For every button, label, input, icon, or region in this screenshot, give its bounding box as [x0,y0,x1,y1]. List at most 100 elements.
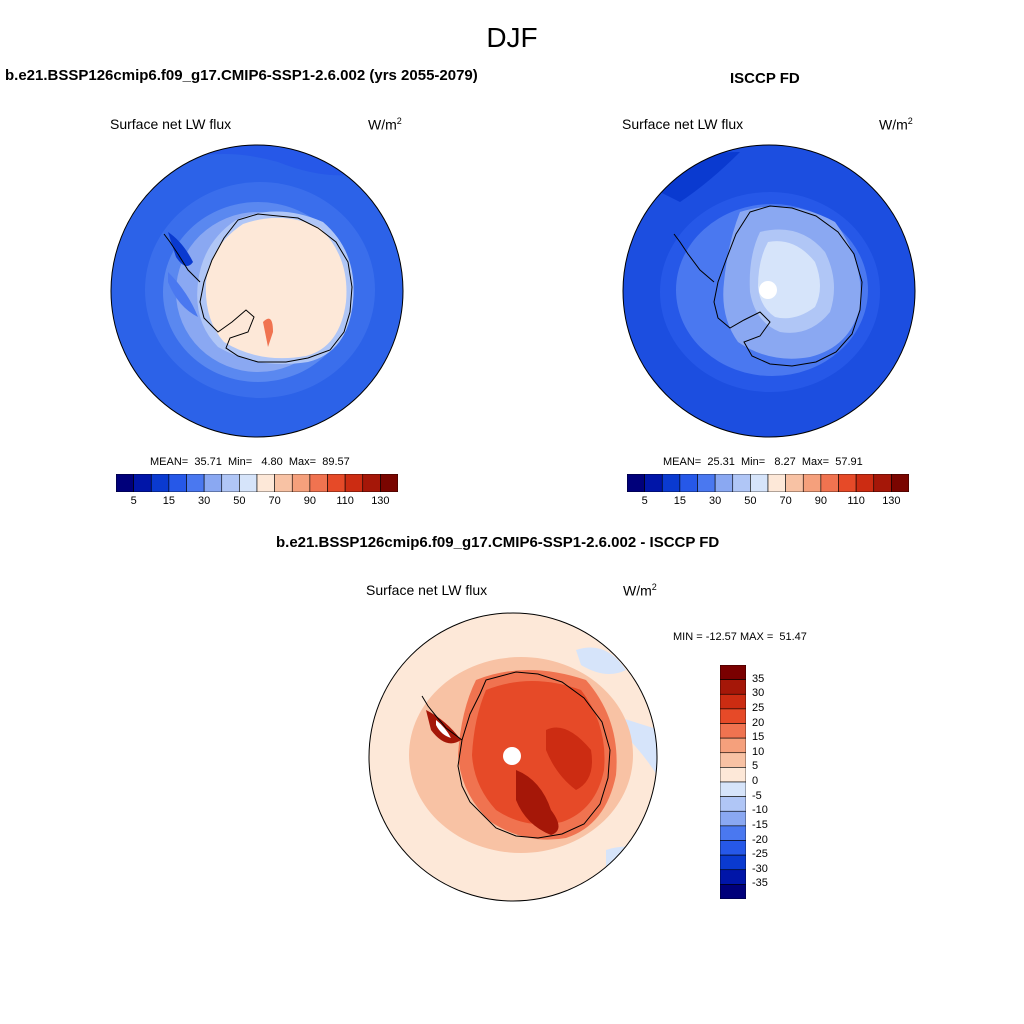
colorbar-tick-label: 0 [752,775,759,787]
panel-3-polar-map [368,612,658,902]
panel-3-stats: MIN = -12.57 MAX = 51.47 [673,631,807,643]
colorbar-swatch [256,474,275,492]
panel-3-units: W/m2 [623,582,657,599]
colorbar-swatch [732,474,751,492]
colorbar-tick-label: 70 [268,495,281,507]
panel-1-stats: MEAN= 35.71 Min= 4.80 Max= 89.57 [150,456,350,468]
colorbar-swatch [679,474,698,492]
colorbar-swatch [750,474,769,492]
colorbar-swatch [133,474,152,492]
colorbar-tick-label: 50 [233,495,246,507]
colorbar-swatch [344,474,364,492]
colorbar-tick-label: 70 [779,495,792,507]
colorbar-tick-label: 110 [847,495,865,507]
colorbar-swatch [720,781,746,797]
panel-2-polar-map [622,144,916,438]
colorbar-swatch [186,474,205,492]
colorbar-tick-label: 10 [752,745,765,758]
colorbar-tick-label: 130 [882,495,901,507]
colorbar-tick-label: -15 [752,818,768,831]
panel-1-title: b.e21.BSSP126cmip6.f09_g17.CMIP6-SSP1-2.… [5,67,478,84]
colorbar-tick-label: 90 [303,495,316,507]
panel-2-units: W/m2 [879,116,913,133]
colorbar-swatch [802,474,822,492]
colorbar-swatch [720,679,746,695]
colorbar-swatch [221,474,240,492]
colorbar-tick-label: -20 [752,833,768,846]
colorbar-swatch [274,474,293,492]
colorbar-swatch [820,474,839,492]
colorbar-tick-label: 90 [814,495,827,507]
figure-title: DJF [486,22,538,53]
colorbar-swatch [720,767,746,783]
colorbar-swatch [203,474,223,492]
panel-2-variable-label: Surface net LW flux [622,116,744,132]
panel-3-colorbar [720,665,746,899]
colorbar-tick-label: 110 [336,495,354,507]
panel-2-title: ISCCP FD [730,70,800,87]
colorbar-tick-label: 5 [641,495,648,507]
colorbar-tick-label: 25 [752,701,765,714]
colorbar-swatch [661,474,681,492]
colorbar-tick-label: 30 [198,495,211,507]
colorbar-swatch [327,474,346,492]
colorbar-swatch [720,693,746,710]
colorbar-tick-label: 30 [709,495,722,507]
panel-1-variable-label: Surface net LW flux [110,116,232,132]
colorbar-swatch [380,474,398,492]
colorbar-tick-label: -35 [752,877,768,890]
panel-3-variable-label: Surface net LW flux [366,582,488,598]
colorbar-tick-label: 15 [162,495,175,507]
colorbar-tick-label: 15 [752,731,765,744]
colorbar-tick-label: -5 [752,789,762,802]
panel-2-stats: MEAN= 25.31 Min= 8.27 Max= 57.91 [663,456,863,468]
colorbar-swatch [697,474,716,492]
panel-2-colorbar [627,474,909,492]
colorbar-swatch [714,474,734,492]
colorbar-swatch [627,474,645,492]
colorbar-tick-label: 30 [752,687,765,700]
colorbar-swatch [720,840,746,856]
colorbar-swatch [873,474,892,492]
colorbar-swatch [767,474,786,492]
colorbar-tick-label: 20 [752,716,765,729]
colorbar-swatch [720,723,746,739]
colorbar-tick-label: -10 [752,804,768,817]
colorbar-swatch [720,825,746,841]
panel-3-title: b.e21.BSSP126cmip6.f09_g17.CMIP6-SSP1-2.… [276,534,720,551]
colorbar-swatch [720,869,746,885]
colorbar-tick-label: 130 [371,495,390,507]
colorbar-tick-label: 35 [752,672,765,685]
colorbar-swatch [309,474,328,492]
colorbar-swatch [168,474,187,492]
panel-1-colorbar-ticks: 5 15 30 50 70 90 110 130 [116,495,398,511]
panel-1-units: W/m2 [368,116,402,133]
colorbar-tick-label: 50 [744,495,757,507]
colorbar-swatch [720,884,746,899]
panel-1-colorbar [116,474,398,492]
colorbar-tick-label: 5 [130,495,137,507]
colorbar-swatch [291,474,311,492]
panel-1-polar-map [110,144,404,438]
colorbar-tick-label: 5 [752,760,759,773]
colorbar-swatch [720,810,746,827]
colorbar-swatch [720,854,746,871]
colorbar-swatch [720,737,746,754]
colorbar-swatch [838,474,857,492]
colorbar-swatch [720,752,746,768]
colorbar-swatch [362,474,381,492]
colorbar-swatch [239,474,258,492]
colorbar-swatch [150,474,170,492]
colorbar-swatch [644,474,663,492]
colorbar-swatch [720,796,746,812]
colorbar-swatch [720,708,746,724]
colorbar-swatch [720,665,746,680]
colorbar-tick-label: -30 [752,862,768,875]
colorbar-swatch [891,474,909,492]
colorbar-swatch [855,474,875,492]
colorbar-swatch [116,474,134,492]
panel-2-colorbar-ticks: 5 15 30 50 70 90 110 130 [627,495,909,511]
colorbar-tick-label: -25 [752,848,768,861]
colorbar-swatch [785,474,804,492]
colorbar-tick-label: 15 [673,495,686,507]
